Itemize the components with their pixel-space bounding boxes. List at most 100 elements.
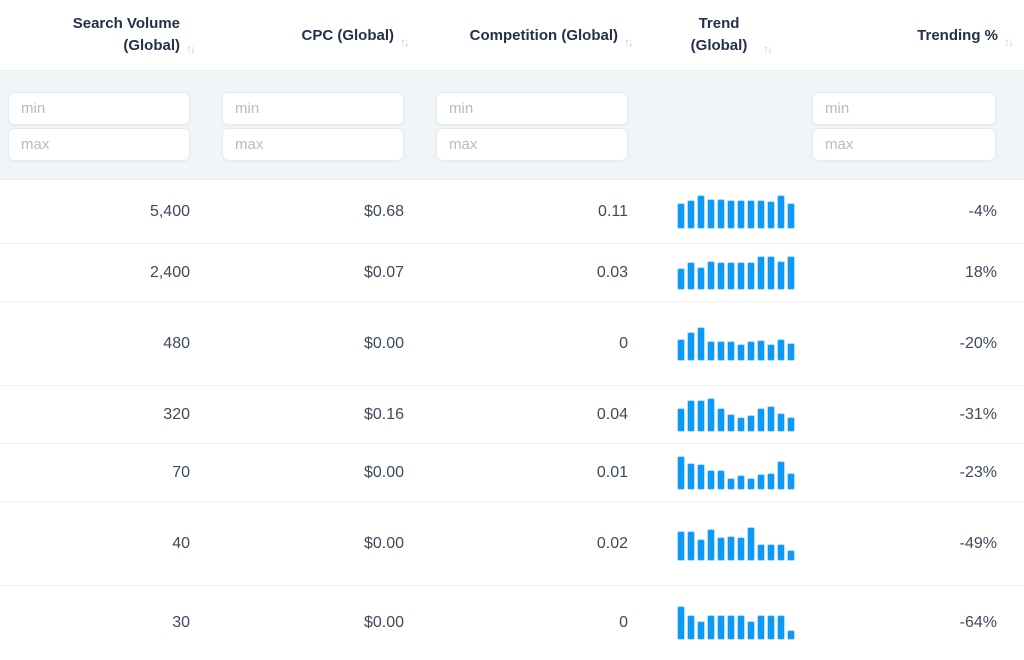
cpc-min-input[interactable] [222, 92, 404, 125]
sort-icon[interactable]: ↑↓ [186, 41, 196, 56]
trend-bar [697, 539, 705, 561]
competition-min-input[interactable] [436, 92, 628, 125]
trend-bar [707, 198, 715, 229]
competition-filter [412, 92, 640, 161]
cpc-cell: $0.00 [363, 534, 404, 552]
trend-bar [747, 340, 755, 361]
trend-bar [777, 460, 785, 490]
trend-bar [707, 614, 715, 640]
trend-bar [757, 614, 765, 640]
competition-cell: 0.11 [598, 202, 628, 220]
search-volume-min-input[interactable] [8, 92, 190, 125]
table-row: 40 $0.00 0.02 -49% [0, 502, 1024, 586]
trend-bar [757, 408, 765, 432]
trend-bar [777, 339, 785, 361]
trend-bar [717, 340, 725, 361]
search-volume-cell: 30 [172, 614, 190, 631]
column-label: Trending % [917, 26, 998, 44]
trend-cell [640, 194, 812, 229]
trend-bar [677, 455, 685, 490]
trending-pct-filter [812, 92, 1024, 161]
column-header-trending-pct[interactable]: Trending % ↑↓ [812, 26, 1024, 50]
trend-bar [707, 260, 715, 290]
trend-bar [727, 340, 735, 361]
trending-pct-min-input[interactable] [812, 92, 996, 125]
trend-bar [677, 268, 685, 290]
trend-bar [747, 414, 755, 432]
competition-max-input[interactable] [436, 128, 628, 161]
cpc-cell: $0.68 [363, 202, 404, 220]
trending-pct-cell: -31% [959, 405, 997, 423]
column-header-search-volume[interactable]: Search Volume (Global) ↑↓ [0, 13, 198, 57]
trend-bar [697, 267, 705, 290]
trend-bar [787, 342, 795, 361]
cpc-filter [198, 92, 412, 161]
trend-bar [717, 408, 725, 432]
trend-cell [640, 326, 812, 361]
search-volume-cell: 2,400 [149, 263, 190, 281]
trend-sparkline [677, 326, 795, 361]
trend-cell [640, 606, 812, 640]
table-row: 70 $0.00 0.01 -23% [0, 444, 1024, 502]
trend-bar [747, 199, 755, 229]
trend-bar [737, 199, 745, 229]
cpc-max-input[interactable] [222, 128, 404, 161]
trend-bar [747, 526, 755, 561]
sort-icon[interactable]: ↑↓ [763, 41, 773, 56]
column-header-competition[interactable]: Competition (Global) ↑↓ [412, 27, 640, 50]
trend-bar [697, 399, 705, 432]
trend-bar [737, 261, 745, 290]
trend-bar [727, 199, 735, 229]
trend-bar [727, 477, 735, 490]
trend-bar [767, 614, 775, 640]
trend-bar [767, 344, 775, 361]
trend-bar [757, 199, 765, 229]
trend-bar [787, 417, 795, 432]
table-header: Search Volume (Global) ↑↓ CPC (Global) ↑… [0, 0, 1024, 71]
search-volume-cell: 5,400 [149, 202, 190, 220]
trend-bar [707, 469, 715, 490]
cpc-cell: $0.07 [363, 263, 404, 281]
trend-bar [687, 614, 695, 640]
trending-pct-cell: -23% [959, 463, 997, 481]
trend-bar [677, 606, 685, 640]
trend-bar [677, 338, 685, 361]
trend-bar [767, 544, 775, 561]
trend-bar [737, 614, 745, 640]
trending-pct-cell: -20% [959, 334, 997, 352]
trend-bar [697, 464, 705, 490]
search-volume-filter [0, 92, 198, 161]
column-header-cpc[interactable]: CPC (Global) ↑↓ [198, 27, 412, 50]
search-volume-cell: 320 [163, 405, 190, 423]
trend-bar [787, 629, 795, 640]
trending-pct-max-input[interactable] [812, 128, 996, 161]
sort-icon[interactable]: ↑↓ [624, 35, 634, 49]
sort-icon[interactable]: ↑↓ [1004, 35, 1014, 49]
search-volume-max-input[interactable] [8, 128, 190, 161]
search-volume-cell: 70 [172, 463, 190, 481]
sort-icon[interactable]: ↑↓ [400, 35, 410, 49]
column-header-trend[interactable]: Trend (Global) ↑↓ [640, 13, 812, 57]
trend-bar [687, 530, 695, 561]
trend-bar [687, 199, 695, 229]
trend-bar [777, 544, 785, 561]
trend-bar [777, 614, 785, 640]
trend-bar [777, 195, 785, 229]
trend-bar [727, 536, 735, 561]
competition-cell: 0.03 [596, 263, 628, 281]
trend-bar [717, 614, 725, 640]
trend-bar [767, 472, 775, 490]
cpc-cell: $0.00 [363, 463, 404, 481]
trend-bar [677, 530, 685, 561]
trend-bar [717, 261, 725, 290]
table-row: 5,400 $0.68 0.11 -4% [0, 180, 1024, 244]
trend-bar [767, 255, 775, 290]
trend-sparkline [677, 194, 795, 229]
cpc-cell: $0.00 [363, 334, 404, 352]
cpc-cell: $0.16 [363, 405, 404, 423]
trend-bar [677, 202, 685, 229]
trend-bar [687, 262, 695, 290]
trend-sparkline [677, 455, 795, 490]
trend-bar [747, 262, 755, 290]
